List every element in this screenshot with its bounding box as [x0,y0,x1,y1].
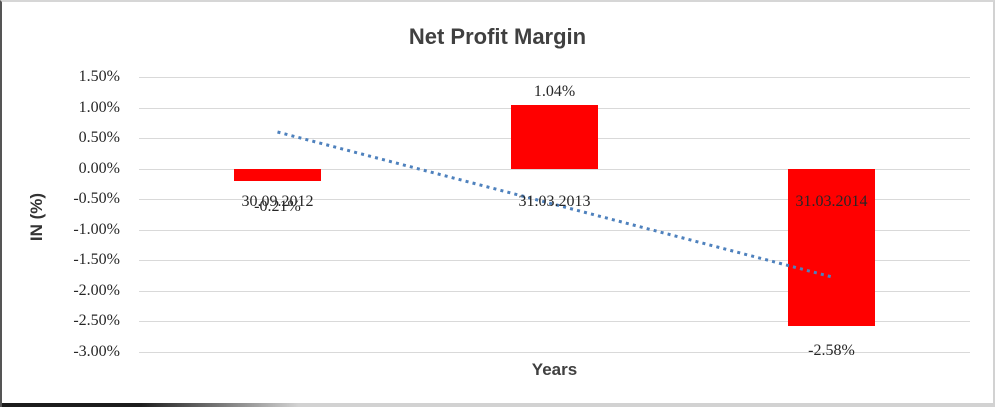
y-tick-label: -0.50% [73,190,120,208]
y-tick-label: -3.00% [73,343,120,360]
gridline [139,352,970,353]
y-tick-label: 0.50% [78,129,120,147]
bar-30.09.2012 [234,168,321,182]
gridline [139,290,970,292]
y-tick-label: 1.00% [78,98,120,116]
x-axis-title: Years [531,360,578,379]
chart-title: Net Profit Margin [408,24,587,49]
y-tick-label: -2.50% [73,312,120,330]
y-tick-label: 0.00% [78,159,120,177]
y-tick-label: -1.00% [73,220,120,238]
y-tick-label: -2.00% [73,281,120,299]
bottom-edge-shadow [2,403,993,407]
y-tick-label: -1.50% [73,251,120,269]
y-tick-label: 1.50% [78,68,120,85]
gridline [139,77,970,78]
bar-31.03.2013 [511,105,598,169]
bar-31.03.2014 [788,168,875,327]
gridline [139,321,970,323]
